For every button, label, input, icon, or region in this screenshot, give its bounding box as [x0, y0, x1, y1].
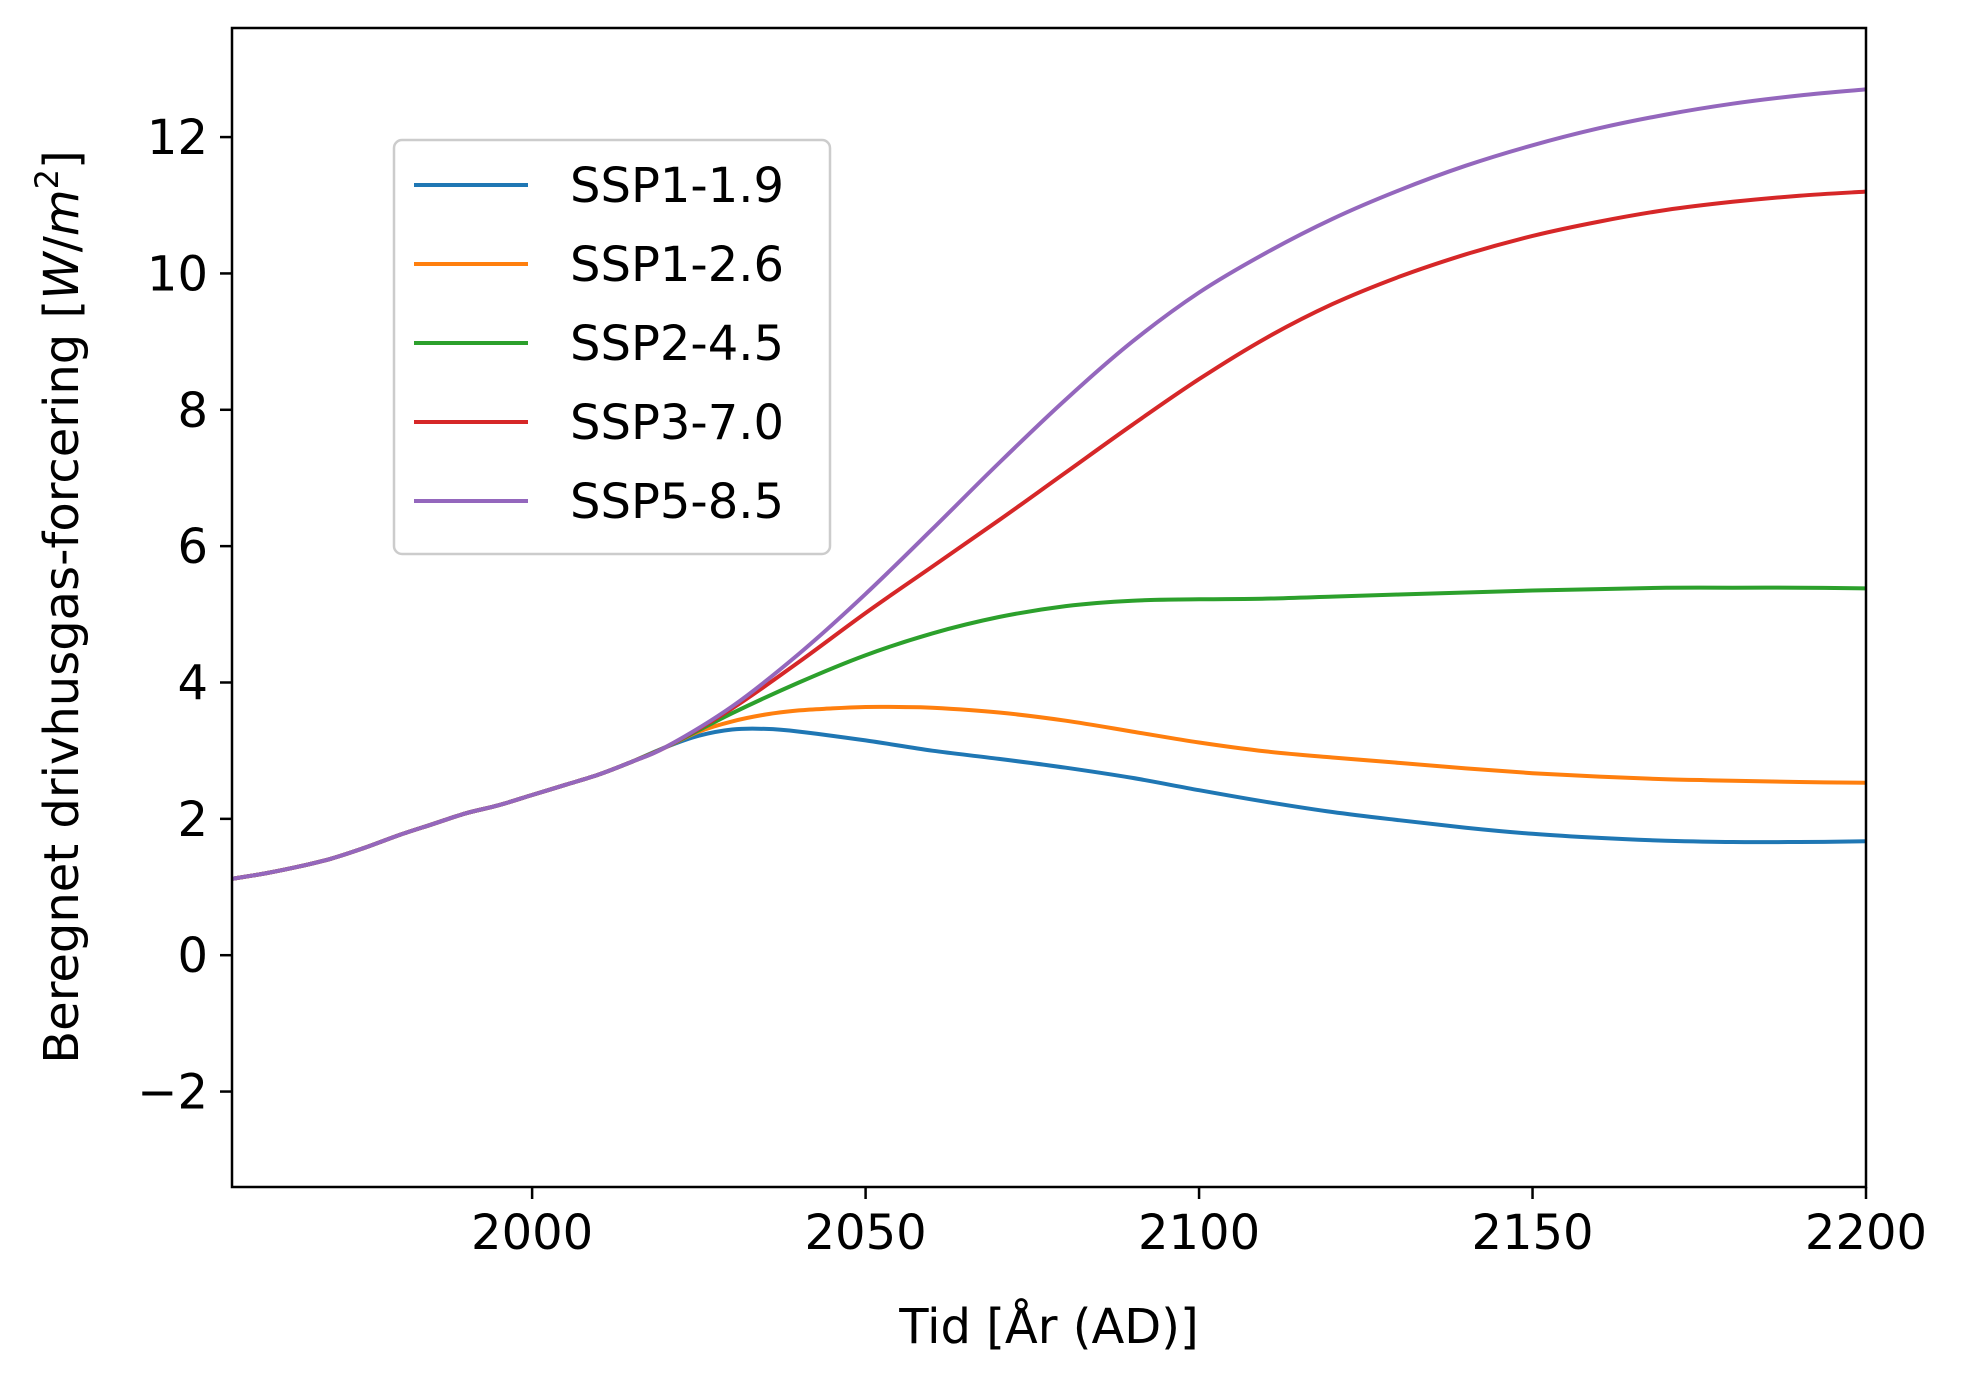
- y-axis-label: Beregnet drivhusgas-forcering [W/m2]: [28, 150, 90, 1064]
- x-tick-label: 2100: [1138, 1205, 1260, 1261]
- y-axis-label-main: Beregnet drivhusgas-forcering [: [34, 300, 90, 1064]
- series-line-ssp5-8-5: [231, 87, 1867, 881]
- legend-label: SSP5-8.5: [570, 474, 784, 530]
- y-tick-label: 6: [177, 519, 208, 575]
- y-axis-label-unit-m: m: [34, 189, 90, 236]
- y-axis: −2 0 2 4 6 8 10 12: [137, 110, 232, 1121]
- plot-lines: [231, 87, 1867, 881]
- y-tick-label: 12: [147, 110, 208, 166]
- legend-box: [392, 138, 832, 556]
- plot-frame: [230, 26, 1868, 1189]
- legend-label: SSP2-4.5: [570, 316, 784, 372]
- y-tick-label: 8: [177, 383, 208, 439]
- y-tick-label: 4: [177, 655, 208, 711]
- x-tick-label: 2050: [805, 1205, 927, 1261]
- x-axis: 2000 2050 2100 2150 2200: [471, 1187, 1927, 1261]
- x-axis-label: Tid [År (AD)]: [898, 1298, 1198, 1355]
- x-tick-label: 2150: [1471, 1205, 1593, 1261]
- y-axis-label-unit-w: W: [34, 251, 90, 300]
- legend-label: SSP1-1.9: [570, 158, 784, 214]
- y-tick-label: 2: [177, 792, 208, 848]
- y-axis-label-close: ]: [34, 150, 90, 169]
- legend: SSP1-1.9 SSP1-2.6 SSP2-4.5 SSP3-7.0 SSP5-8.5: [392, 138, 832, 556]
- y-axis-label-unit-exp: 2: [28, 169, 66, 189]
- y-tick-label: 10: [147, 246, 208, 302]
- y-tick-label: −2: [137, 1065, 208, 1121]
- y-axis-label-unit-slash: /: [34, 235, 90, 252]
- y-tick-label: 0: [177, 928, 208, 984]
- x-tick-label: 2000: [471, 1205, 593, 1261]
- x-tick-label: 2200: [1805, 1205, 1927, 1261]
- legend-label: SSP3-7.0: [570, 395, 784, 451]
- legend-label: SSP1-2.6: [570, 237, 784, 293]
